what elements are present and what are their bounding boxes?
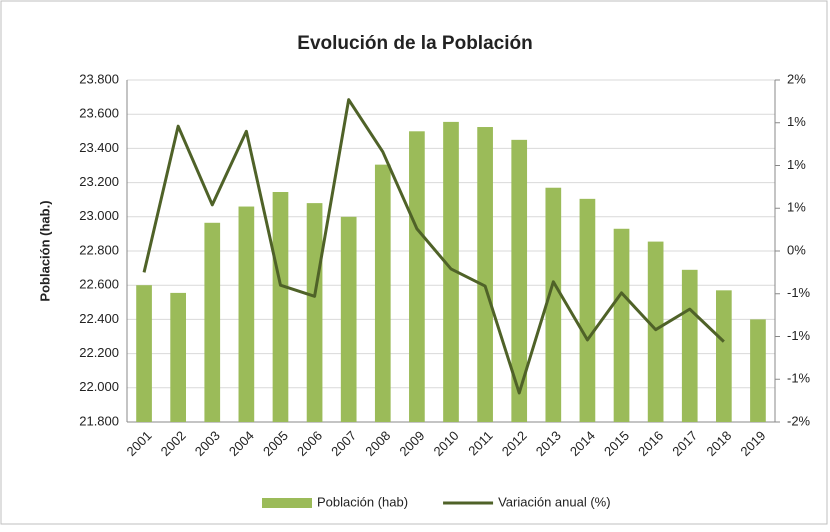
legend-label: Variación anual (%): [498, 494, 610, 509]
legend-swatch: [262, 498, 312, 508]
y-axis-label: Población (hab.): [37, 200, 52, 301]
bar: [443, 121, 459, 423]
bar: [306, 203, 323, 422]
y-tick-label: 22.200: [79, 345, 119, 360]
y-tick-label: 23.200: [79, 174, 119, 189]
bar: [238, 206, 255, 422]
y2-tick-label: 1%: [787, 157, 806, 172]
y-tick-label: 22.400: [79, 311, 119, 326]
legend-label: Población (hab): [317, 494, 408, 509]
y-tick-label: 23.600: [79, 106, 119, 121]
bar: [340, 216, 357, 422]
bar: [477, 127, 493, 423]
line: [142, 98, 725, 395]
y2-tick-label: -1%: [787, 371, 811, 386]
y2-tick-label: 2%: [787, 71, 806, 86]
y2-tick-label: -1%: [787, 328, 811, 343]
bar: [374, 164, 391, 422]
y-tick-label: 22.600: [79, 277, 119, 292]
y-tick-label: 23.000: [79, 208, 119, 223]
bar: [136, 285, 152, 422]
y-tick-label: 21.800: [79, 413, 119, 428]
bar: [545, 187, 562, 422]
bar: [715, 290, 732, 422]
y-tick-label: 22.800: [79, 242, 119, 257]
y2-tick-label: -1%: [787, 285, 811, 300]
bar: [204, 222, 221, 422]
bar: [409, 131, 425, 423]
bar: [750, 319, 766, 422]
y2-tick-label: 0%: [787, 242, 806, 257]
y-tick-label: 23.800: [79, 71, 119, 86]
y-tick-label: 22.000: [79, 379, 119, 394]
y2-tick-label: 1%: [787, 200, 806, 215]
bar: [170, 292, 187, 422]
bar: [647, 241, 664, 422]
y2-tick-label: 1%: [787, 114, 806, 129]
y2-tick-label: -2%: [787, 413, 811, 428]
bar: [272, 192, 289, 422]
bar: [613, 228, 630, 422]
bar: [681, 269, 698, 422]
y-tick-label: 23.400: [79, 140, 119, 155]
bar: [511, 139, 528, 422]
bar: [579, 198, 596, 422]
chart-title: Evolución de la Población: [297, 33, 532, 54]
